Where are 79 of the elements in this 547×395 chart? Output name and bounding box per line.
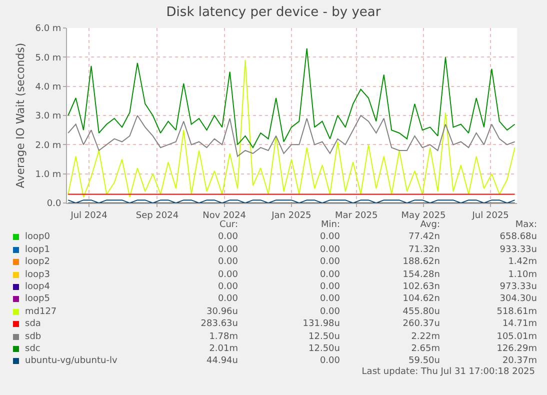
x-tick-label: Jul 2024 [70, 210, 108, 221]
text: 283.63u [200, 318, 238, 330]
text: 12.50u [308, 330, 340, 343]
legend-label: ubuntu-vg/ubuntu-lv [25, 355, 118, 368]
legend-label: sdb [25, 330, 42, 343]
text: Min: [320, 219, 340, 231]
text: 658.68u [498, 231, 537, 244]
text: 1.78m [208, 330, 238, 343]
y-tick-label: 2.0 m [35, 140, 62, 151]
legend-label: sda [25, 318, 41, 330]
text: 933.33u [498, 244, 537, 256]
text: 518.61m [496, 306, 537, 318]
text: 0.00 [318, 281, 340, 293]
text: 12.50u [308, 343, 340, 355]
text: 104.62n [402, 293, 440, 306]
x-tick-label: Nov 2024 [202, 210, 246, 221]
text: 304.30u [498, 293, 537, 306]
text: 2.01m [208, 343, 238, 355]
text: 0.00 [318, 293, 340, 306]
legend-label: loop1 [25, 244, 50, 256]
legend-label: loop4 [25, 281, 50, 293]
text: Avg: [419, 220, 440, 231]
line-series [68, 48, 516, 148]
text: 2.22m [410, 330, 440, 343]
line-series [68, 115, 516, 157]
text: 126.29m [496, 343, 537, 355]
legend-label: md127 [25, 306, 57, 318]
y-axis-title: Average IO Wait (seconds) [14, 42, 27, 188]
y-tick-label: 4.0 m [35, 82, 62, 92]
text: 14.71m [501, 318, 537, 330]
x-tick-label: Jul 2025 [471, 210, 509, 221]
y-tick-label: 5.0 m [35, 53, 62, 64]
legend-label: loop5 [25, 293, 50, 306]
x-tick-label: Sep 2024 [136, 210, 179, 221]
text: 30.96u [206, 306, 238, 318]
text: 71.32n [408, 244, 440, 256]
text: 154.28n [402, 268, 440, 281]
text: 59.50u [408, 355, 440, 367]
text: 0.00 [318, 355, 340, 368]
text: 0.00 [318, 306, 340, 318]
text: 2.65m [410, 343, 440, 355]
text: 1.42m [507, 256, 537, 268]
legend-label: loop3 [25, 268, 50, 281]
text: Max: [514, 219, 537, 231]
text: 973.33u [498, 281, 537, 293]
line-series [68, 60, 516, 198]
text: 0.00 [216, 281, 238, 293]
text: 0.00 [318, 268, 340, 281]
legend-label: sdc [25, 343, 40, 355]
text: 44.94u [206, 355, 238, 368]
text: 20.37m [501, 355, 537, 367]
text: 0.00 [318, 231, 340, 244]
text: 102.63n [402, 281, 440, 293]
text: 0.00 [216, 256, 238, 268]
text: 188.62n [402, 256, 440, 268]
y-tick-label: 3.0 m [35, 112, 62, 122]
text: 0.00 [318, 244, 340, 256]
chart-title: Disk latency per device - by year [166, 4, 382, 20]
text: 105.01m [496, 330, 537, 343]
text: 0.00 [216, 268, 238, 281]
text: Cur: [218, 219, 238, 231]
y-tick-label: 0.0 [46, 199, 62, 210]
x-tick-label: Mar 2025 [334, 210, 378, 221]
legend-label: loop0 [25, 231, 50, 244]
text: 0.00 [216, 244, 238, 256]
text: 77.42n [408, 231, 440, 244]
y-tick-label: 6.0 m [35, 24, 62, 34]
text: Last update: Thu Jul 31 17:00:18 2025 [362, 366, 535, 377]
text: 0.00 [216, 231, 238, 244]
text: 131.98u [302, 318, 340, 330]
text: 1.10m [507, 268, 537, 281]
x-tick-label: May 2025 [401, 210, 446, 221]
legend-label: loop2 [25, 256, 50, 268]
text: 0.00 [216, 293, 238, 306]
text: 260.37u [402, 318, 440, 330]
y-tick-label: 1.0 m [35, 170, 62, 180]
text: 0.00 [318, 256, 340, 268]
x-tick-label: Jan 2025 [270, 210, 312, 221]
text: 455.80u [402, 306, 440, 318]
